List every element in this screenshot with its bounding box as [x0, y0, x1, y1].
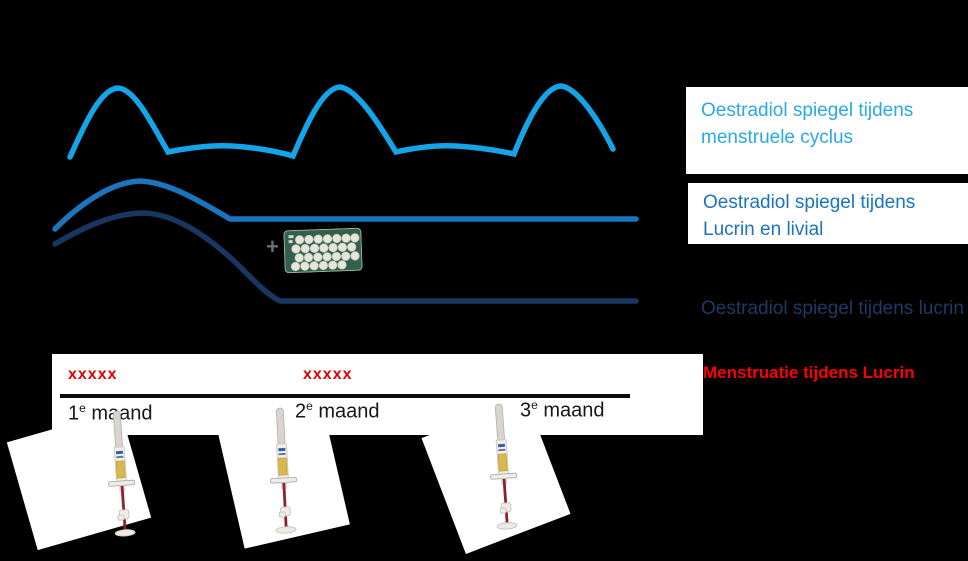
- legend-lucrin-livial-line1: Oestradiol spiegel tijdens: [703, 192, 916, 213]
- legend-lucrin-label: Oestradiol spiegel tijdens lucrin: [701, 298, 964, 319]
- month-label-3: 3e maand: [520, 398, 605, 423]
- month-2-num: 2: [295, 400, 307, 423]
- month-3-sup: e: [531, 398, 538, 412]
- month-3-num: 3: [520, 399, 532, 422]
- month-label-1: 1e maand: [68, 401, 153, 426]
- month-1-sup: e: [79, 401, 86, 415]
- legend-cycle-line1: Oestradiol spiegel tijdens: [701, 100, 914, 121]
- lucrin-syringe-2: [262, 405, 305, 537]
- month-2-sup: e: [306, 399, 313, 413]
- legend-cycle-line2: menstruele cyclus: [701, 127, 854, 148]
- month-2-word: maand: [318, 400, 380, 423]
- pills: [290, 233, 360, 272]
- month-1-num: 1: [68, 402, 80, 425]
- bleed-mark-1: xxxxx: [68, 366, 118, 383]
- timeline-axis: [60, 394, 630, 398]
- curve-lucrin: [52, 210, 639, 304]
- legend-menstruation-label: Menstruatie tijdens Lucrin: [703, 363, 915, 382]
- curve-menstrual-cycle: [67, 83, 616, 160]
- legend-box-lucrin-livial: Oestradiol spiegel tijdens Lucrin en liv…: [688, 183, 968, 244]
- month-3-word: maand: [543, 399, 605, 422]
- month-1-word: maand: [91, 402, 153, 425]
- curve-lucrin-livial: [52, 178, 639, 232]
- month-label-2: 2e maand: [295, 399, 380, 424]
- legend-lucrin-livial-line2: Lucrin en livial: [703, 219, 824, 240]
- pill-pack-image: [283, 227, 363, 274]
- bleed-mark-2: xxxxx: [303, 366, 353, 383]
- legend-box-menstrual-cycle: Oestradiol spiegel tijdens menstruele cy…: [686, 87, 968, 174]
- plus-sign: +: [266, 234, 279, 259]
